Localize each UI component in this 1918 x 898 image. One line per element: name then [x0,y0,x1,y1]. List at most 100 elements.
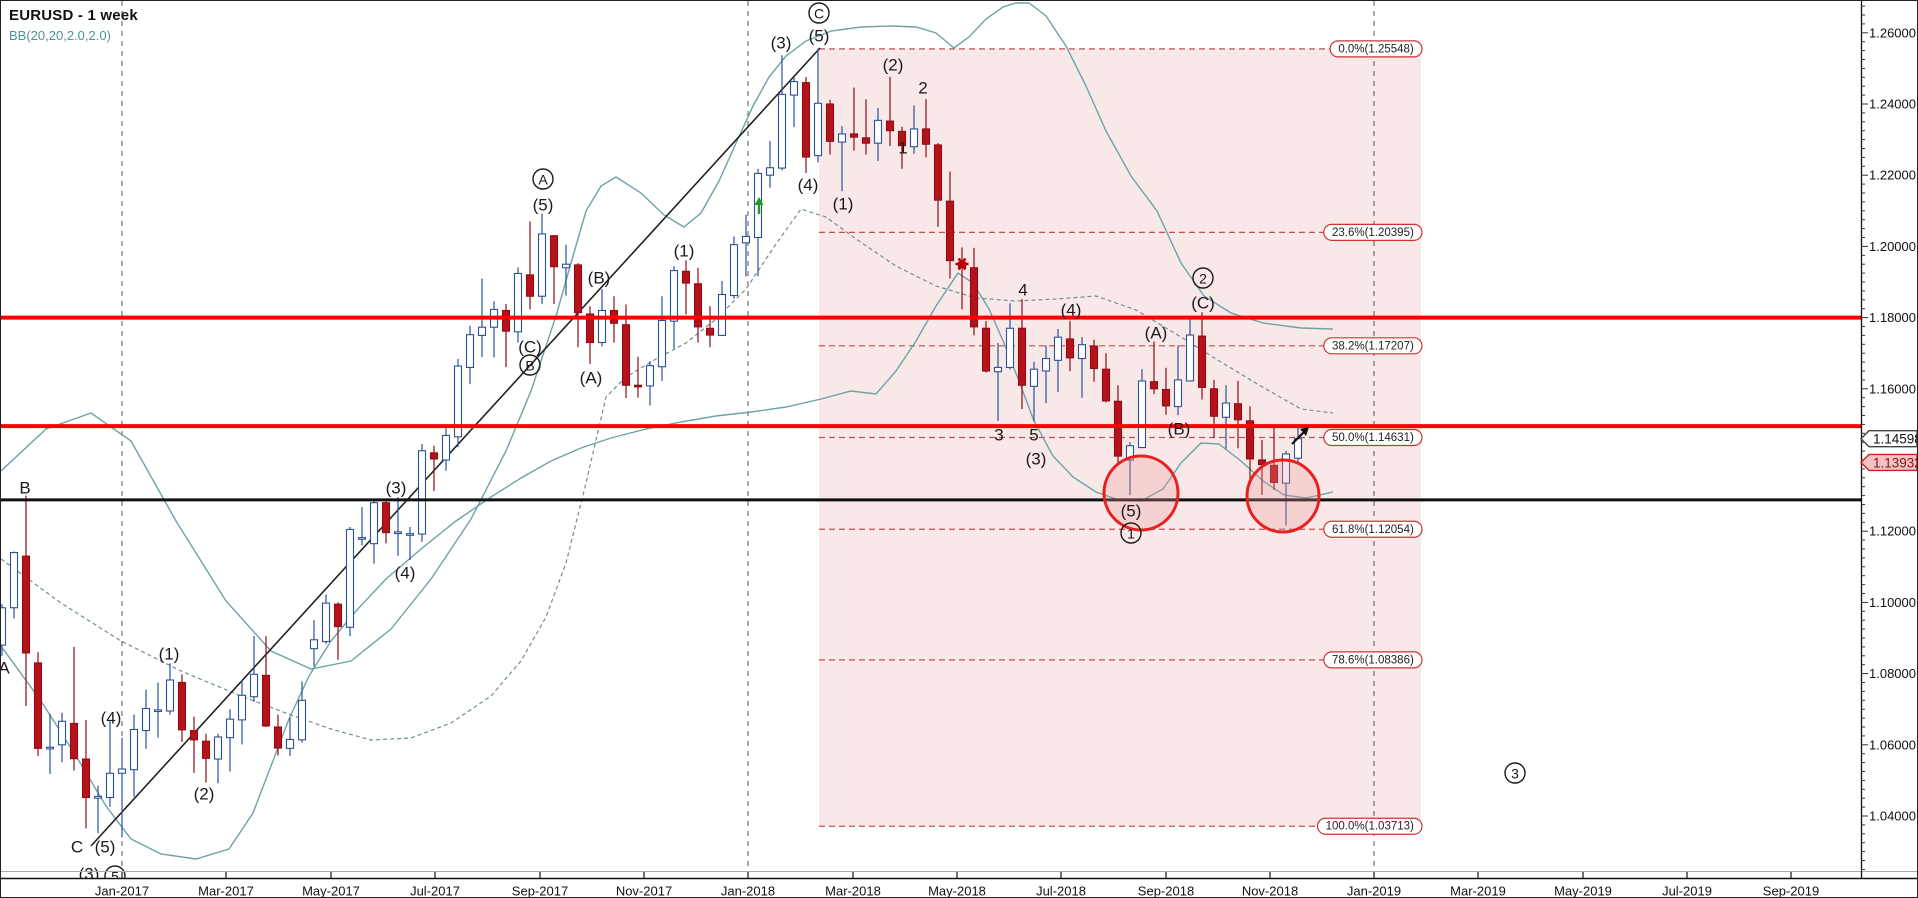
candle-body [945,200,955,262]
candle-body [729,244,739,297]
price-tick-label: 1.22000 [1869,168,1916,183]
candle-body [789,81,799,96]
circled-wave-label: B [519,354,541,376]
candle-body [681,270,691,284]
candle-body [969,267,979,328]
wave-label-text: 4 [1018,281,1027,300]
fib-label-text: 50.0%(1.14631) [1332,432,1414,444]
fib-label-text: 78.6%(1.08386) [1332,654,1414,666]
candle-body [1173,379,1183,408]
date-tick-label: Jul-2018 [1036,884,1086,898]
candle-body [465,334,475,368]
date-axis[interactable]: Jan-2017 Mar-2017 May-2017 Jul-2017 Sep-2017… [95,872,1819,898]
candle-body [549,235,559,268]
wave-label-text: (A) [580,369,603,388]
chart-title-block: EURUSD - 1 week BB(20,20,2.0,2.0) [9,7,138,43]
candle-body [1029,368,1039,387]
date-tick-label: Jul-2017 [410,884,460,898]
candle-body [429,452,439,460]
candle-body [849,133,859,138]
fib-level-labels: 0.0%(1.25548) 23.6%(1.20395) 38.2%(1.17207… [1316,40,1423,835]
candle-body [69,722,79,760]
fib-label-box[interactable] [1323,428,1423,447]
candle-body [309,639,319,650]
date-tick-label: May-2019 [1554,884,1612,898]
fib-label-box[interactable] [1316,817,1423,835]
candle-body [21,555,31,654]
candle-body [1197,335,1207,388]
candle-body [237,694,247,721]
candle-body [993,366,1003,373]
candle-body [333,603,343,628]
wave-label-text: 5 [111,869,119,885]
candle-body [477,326,487,336]
candle-body [441,434,451,461]
wave-label-text: (C) [518,338,542,357]
date-tick-label: Jul-2019 [1662,884,1712,898]
candle-body [249,673,259,698]
date-tick-label: Nov-2018 [1242,884,1298,898]
price-tick-label: 1.12000 [1869,524,1916,539]
date-tick-label: Jan-2019 [1347,884,1401,898]
wave-label-text: (2) [194,785,215,804]
wave-label-circle [1504,762,1526,784]
horizontal-lines [1,315,1861,502]
wave-label-text: C [71,838,83,857]
candle-body [1041,357,1051,372]
candle-body [81,758,91,799]
candle-body [1005,327,1015,368]
candle-body [741,235,751,244]
candle-body [93,795,103,799]
fib-level-label: 23.6%(1.20395) [1323,223,1423,241]
wave-label-text: (5) [809,27,830,46]
price-tick-label: 1.10000 [1869,595,1916,610]
candle-body [141,707,151,732]
price-tick-label: 1.26000 [1869,25,1916,40]
candle-body [1089,345,1099,370]
fib-label-box[interactable] [1323,651,1423,669]
wave-label-text: (3) [386,479,407,498]
fib-label-box[interactable] [1323,223,1423,241]
candle-body [1233,403,1243,421]
candle-body [1149,381,1159,390]
last-close-badge: 1.14598 [1860,430,1917,448]
candle-body [885,120,895,132]
candle-body [513,272,523,333]
candle-body [129,728,139,771]
bollinger-indicator-label[interactable]: BB(20,20,2.0,2.0) [9,28,111,43]
price-tick-label: 1.08000 [1869,666,1916,681]
price-badge-shape [1860,430,1917,448]
candle-body [165,679,175,712]
wave-label-text: 2 [1199,271,1207,287]
price-badge-shape [1860,453,1917,472]
candle-body [573,264,583,314]
wave-label-text: (4) [798,176,819,195]
rising-trendline[interactable] [90,47,821,847]
candle-body [1245,420,1255,460]
candle-body [1209,388,1219,417]
candle-body [33,662,43,749]
fib-label-box[interactable] [1323,520,1423,538]
candle-body [909,128,919,148]
candle-body [1185,334,1195,382]
fib-label-text: 38.2%(1.17207) [1332,340,1414,352]
date-tick-label: Mar-2018 [825,884,881,898]
candle-body [825,103,835,142]
candle-body [837,133,847,143]
candle-body [921,128,931,145]
bollinger-middle-band [1,208,1334,741]
fib-label-box[interactable] [1323,337,1423,355]
date-axis-background[interactable] [1,878,1918,898]
candle-body [981,327,991,372]
candle-body [153,709,163,713]
wave-label-text: (4) [395,564,416,583]
wave-label-text: A [1,659,10,678]
candle-body [297,699,307,741]
price-badge-text: 1.13932 [1873,455,1918,470]
candle-body [393,531,403,535]
candle-body [501,309,511,332]
candle-body [705,327,715,336]
fib-label-box[interactable] [1329,40,1423,58]
